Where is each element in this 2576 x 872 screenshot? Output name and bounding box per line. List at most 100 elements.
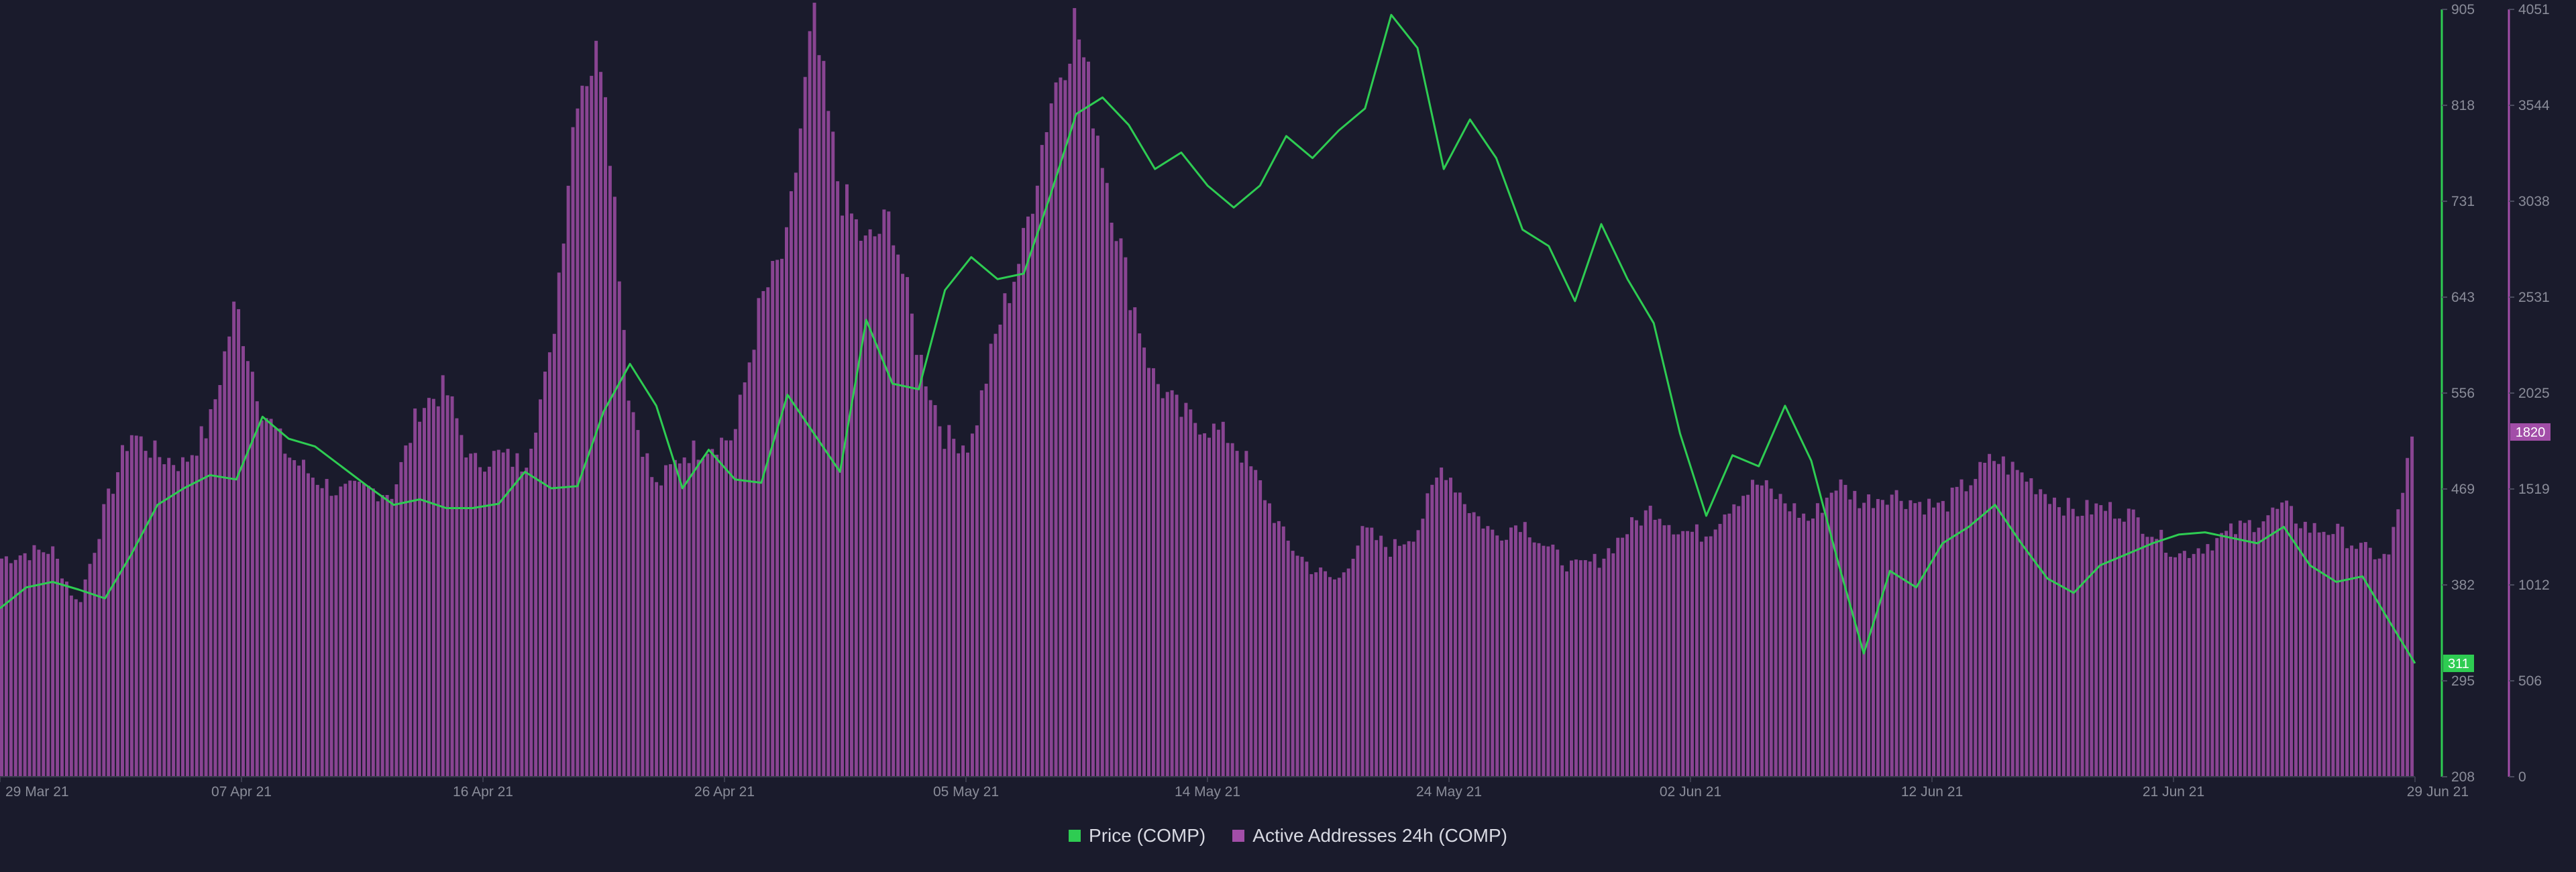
address-bar [78, 602, 83, 777]
address-bar [2015, 470, 2019, 777]
legend-item-addresses[interactable]: Active Addresses 24h (COMP) [1232, 825, 1507, 847]
address-bar [1978, 461, 1982, 777]
address-bar [2298, 528, 2302, 777]
address-bar [199, 426, 203, 777]
address-bar [873, 236, 877, 777]
address-bar [209, 409, 213, 777]
address-bar [617, 281, 621, 777]
address-bar [348, 480, 352, 777]
address-bar [483, 472, 486, 777]
address-bar [69, 595, 73, 777]
x-tick-label: 07 Apr 21 [211, 784, 272, 800]
address-bar [1839, 479, 1843, 777]
addresses-badge-value: 1820 [2516, 425, 2546, 440]
address-bar [2234, 534, 2237, 777]
address-bar [970, 433, 974, 777]
address-bar [1774, 499, 1778, 777]
address-bar [710, 449, 714, 777]
address-bar [2322, 531, 2326, 777]
address-bar [2210, 550, 2214, 777]
address-bar [2169, 557, 2173, 777]
address-bar [501, 452, 505, 777]
address-bar [2243, 523, 2247, 777]
address-bar [2392, 527, 2396, 777]
address-bar [1272, 523, 1276, 777]
address-bar [1342, 572, 1346, 777]
address-bar [984, 384, 988, 777]
address-bar [1244, 451, 1248, 777]
address-bar [2136, 517, 2140, 777]
address-bar [2150, 537, 2154, 777]
address-bar [608, 166, 612, 777]
address-bar [1054, 82, 1058, 777]
address-bar [2341, 527, 2345, 777]
address-bar [1551, 544, 1555, 777]
address-bar [2238, 521, 2242, 777]
address-bar [2290, 506, 2294, 777]
address-bar [1175, 394, 1179, 777]
address-bar [938, 426, 942, 777]
address-bar [1411, 541, 1415, 777]
address-bar [859, 240, 863, 777]
x-tick-label: 05 May 21 [933, 784, 999, 800]
address-bar [1030, 213, 1034, 777]
address-bar [1384, 547, 1388, 777]
address-bar [1695, 524, 1699, 777]
address-bar [1356, 545, 1360, 777]
address-bar [260, 420, 264, 777]
address-bar [2368, 547, 2372, 777]
address-bar [492, 451, 496, 777]
address-bar [2020, 472, 2024, 777]
address-bar [901, 274, 905, 777]
addresses-badge [2510, 423, 2551, 441]
address-bar [464, 457, 468, 777]
address-bar [60, 578, 64, 777]
address-bar [2108, 502, 2112, 777]
x-tick-label: 26 Apr 21 [694, 784, 755, 800]
price-axis-ticks: 905 818 731 643 556 469 382 295 208 [2442, 2, 2475, 785]
address-bar [167, 457, 171, 777]
address-bar [2345, 548, 2349, 777]
address-bar [650, 477, 654, 777]
address-bar [2104, 510, 2108, 777]
x-tick-label: 02 Jun 21 [1660, 784, 1721, 800]
address-bar [1639, 525, 1643, 777]
address-bars [0, 3, 2414, 777]
address-bar [1268, 503, 1271, 777]
address-bar [1834, 490, 1838, 777]
address-bar [102, 504, 106, 777]
address-bar [2201, 553, 2205, 777]
address-bar [1872, 508, 1875, 777]
address-bar [1059, 77, 1063, 777]
legend-item-price[interactable]: Price (COMP) [1069, 825, 1205, 847]
address-bar [2192, 553, 2196, 777]
address-bar [1732, 504, 1736, 777]
address-bar [1778, 494, 1782, 777]
address-bar [1119, 238, 1123, 777]
address-bar [366, 486, 370, 777]
address-bar [42, 552, 46, 777]
price-line [0, 13, 2416, 664]
address-bar [2094, 503, 2098, 777]
address-bar [1969, 485, 1973, 777]
address-bar [423, 408, 426, 777]
address-bar [450, 396, 454, 777]
address-bar [311, 478, 315, 777]
address-bar [1286, 541, 1290, 777]
address-bar [761, 290, 765, 777]
address-bar [1221, 421, 1225, 777]
address-bar [566, 185, 570, 777]
address-bar [2326, 535, 2330, 777]
address-bar [2275, 508, 2279, 777]
x-tick-label: 29 Jun 21 [2407, 784, 2469, 800]
address-bar [353, 480, 357, 777]
address-bar [2029, 478, 2033, 777]
address-bar [1616, 537, 1620, 777]
address-bar [2280, 502, 2284, 777]
address-bar [2220, 533, 2224, 777]
address-bar [1254, 470, 1258, 777]
address-bar [1955, 486, 1959, 777]
address-bar [2182, 551, 2186, 777]
address-bar [1435, 477, 1439, 777]
